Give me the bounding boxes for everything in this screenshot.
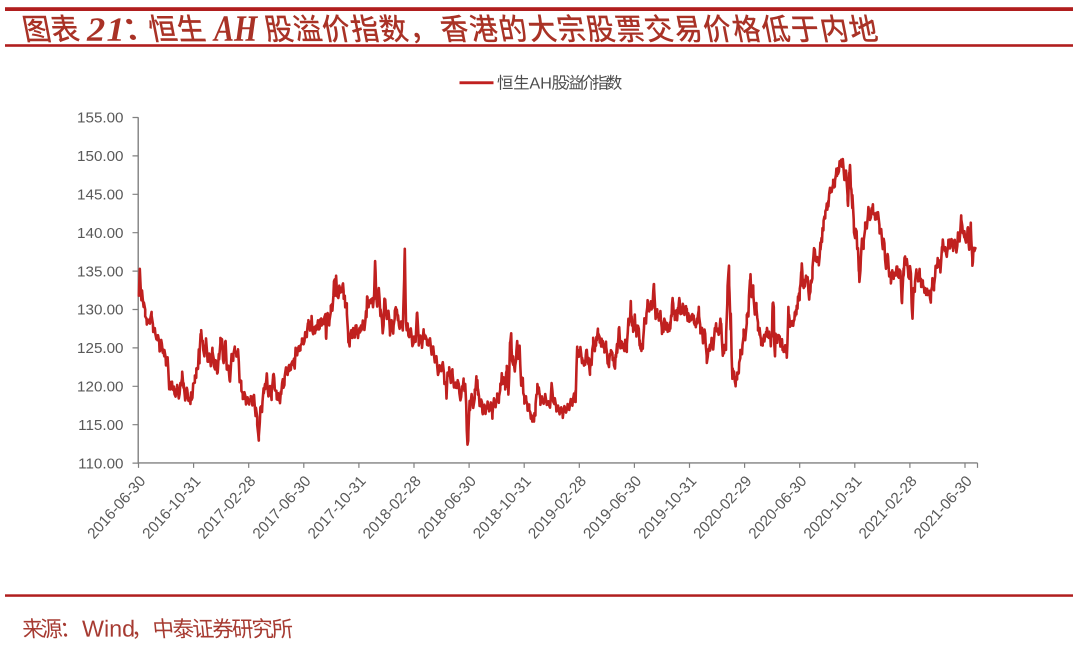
svg-text:120.00: 120.00 bbox=[77, 379, 123, 396]
svg-text:115.00: 115.00 bbox=[78, 417, 123, 434]
svg-text:130.00: 130.00 bbox=[77, 302, 123, 319]
svg-text:125.00: 125.00 bbox=[77, 340, 123, 357]
svg-text:155.00: 155.00 bbox=[77, 110, 123, 127]
svg-text:140.00: 140.00 bbox=[77, 225, 123, 242]
svg-text:135.00: 135.00 bbox=[77, 263, 123, 280]
svg-text:150.00: 150.00 bbox=[77, 148, 123, 165]
svg-text:110.00: 110.00 bbox=[78, 455, 123, 472]
svg-text:145.00: 145.00 bbox=[77, 187, 123, 204]
